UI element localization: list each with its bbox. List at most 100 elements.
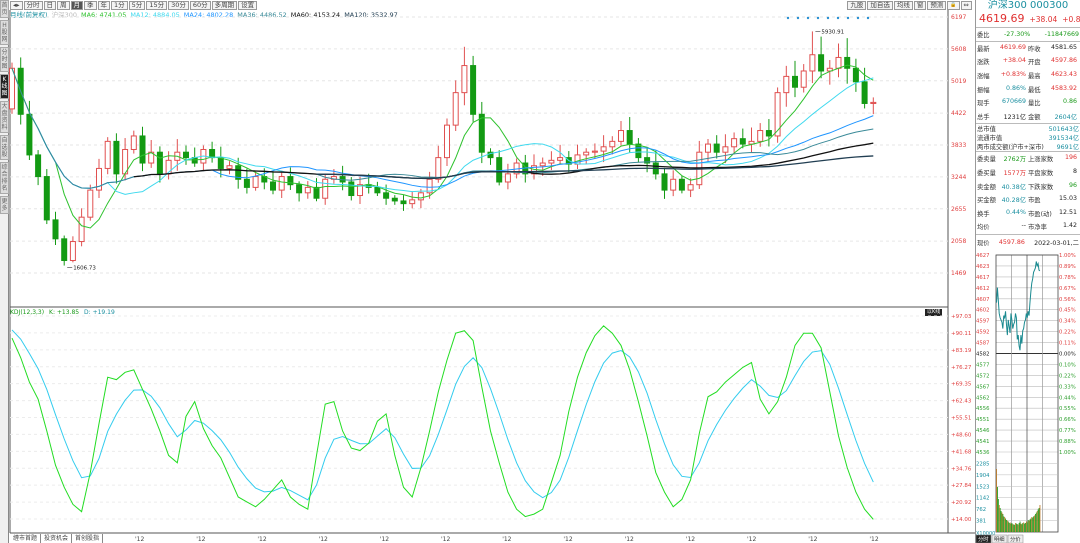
tab-bg[interactable] [975,534,992,543]
sidebar-item-7[interactable]: 更多 [0,196,9,214]
expand-icon[interactable]: ⇔ [960,1,972,10]
tab-bg[interactable] [1007,534,1024,543]
mini-pct-tick: 0.66% [1059,417,1076,423]
period-tab-6[interactable]: 1分 [111,1,128,10]
mini-pct-tick: 0.89% [1059,264,1076,270]
quote-value: 4583.92 [1050,84,1077,92]
kdj-tick-label: +62.43 [951,399,972,405]
candle [200,145,207,172]
intraday-tab-1[interactable]: 明细 [991,534,1008,543]
period-tab-11[interactable]: 多周期 [211,1,238,10]
mini-price-tick: 4597 [976,319,989,325]
quote-value: 2604亿 [1054,113,1077,121]
period-tab-4[interactable]: 季 [84,1,97,10]
quote-cell: 现手 670669 [977,98,1028,107]
kdj-tick-label: +41.68 [951,449,972,455]
bottom-tab-2[interactable]: 首创股指 [72,534,104,543]
period-tab-12[interactable]: 设置 [238,1,258,10]
quote-value: 196 [1064,154,1077,162]
kline-chart[interactable]: 6197 5608 5019 4422 3833 3244 2655 2058 1469 +97.… [0,0,975,543]
candle [87,184,94,221]
candle-body [583,151,590,156]
candle [765,119,772,147]
mini-price-tick: 4623 [976,264,989,270]
candle-body [226,165,233,169]
extreme-label: 1606.73 [73,266,96,272]
lock-icon[interactable]: 🔒 [947,1,960,10]
price-tick-label: 3244 [951,174,966,181]
kdj-tick-label: +69.35 [951,382,972,388]
quote-label: 平盘家数 [1028,170,1054,178]
sidebar-item-6[interactable]: 综合排名 [0,162,9,194]
bottom-tab-0[interactable]: 缠市首题 [10,534,42,543]
market-label: 总市值 [977,126,996,134]
quote-value: +0.83% [1000,71,1026,79]
intraday-tab-2[interactable]: 分价 [1007,534,1024,543]
period-tab-3[interactable]: 月 [70,1,84,10]
mini-price-tick: 4536 [976,450,990,456]
bottom-tab-1[interactable]: 投资机会 [41,534,73,543]
sidebar-item-0[interactable]: 首页 [0,0,9,18]
candle [139,126,146,172]
candle-body [452,92,459,126]
kdj-tick-label: +20.92 [951,500,971,506]
candle-body [217,157,224,169]
period-tab-1[interactable]: 日 [43,1,57,10]
kdj-tick-label: +83.19 [951,348,972,354]
candle [722,134,729,164]
period-tab-7[interactable]: 5分 [128,1,146,10]
intraday-tab-0[interactable]: 分时 [975,534,992,543]
volume-bar [1037,509,1039,532]
candle [661,167,668,199]
toolbar-right-button-1[interactable]: 加自选 [867,1,893,10]
candle-body [296,184,303,194]
candle-body [722,146,729,153]
candle-body [548,159,555,164]
tab-label[interactable]: 明细 [994,535,1005,543]
period-tab-9[interactable]: 30分 [168,1,189,10]
mini-pct-tick: 0.11% [1059,341,1076,347]
sidebar-item-3[interactable]: K线图 [0,74,9,99]
quote-row: 最新 4619.69 昨收 4581.65 [976,42,1080,56]
tab-label[interactable]: 分价 [1010,535,1021,543]
quote-label: 现手 [977,100,990,108]
quote-cell: 振幅 0.86% [977,85,1028,94]
candle-body [383,192,390,199]
kdj-tick-label: +34.76 [951,466,972,472]
period-tab-10[interactable]: 60分 [189,1,211,10]
sidebar-item-5[interactable]: 自选股 [0,135,9,160]
quote-value: 0.44% [1005,208,1026,216]
kdj-badge[interactable]: 以K线 [925,309,943,316]
quote-panel: 沪深300 000300 4619.69 +38.04 +0.83% 委比 -2… [975,0,1080,543]
period-tab-2[interactable]: 周 [57,1,70,10]
quote-value: 96 [1068,181,1077,189]
volume-bar [999,507,1001,532]
toolbar-right-button-2[interactable]: 均线 [893,1,913,10]
chart-symbol: 沪深300 [51,11,77,19]
signal-dot [866,16,870,20]
quote-value: 40.38亿 [1001,183,1026,191]
intraday-chart[interactable]: 4627 1.00% 4623 0.89% 4617 0.78% 4612 0.67% 4607… [975,250,1080,543]
tab-label[interactable]: 分时 [978,535,989,543]
tab-bg[interactable] [991,534,1008,543]
kdj-title: KDJ(12,3,3) [10,309,45,316]
signal-dot [856,16,860,20]
kdj-tick-label: +76.27 [951,365,972,371]
sidebar-item-4[interactable]: 大盘资料 [0,101,9,133]
candle [678,175,685,194]
volume-bar [1038,507,1040,532]
period-tab-5[interactable]: 年 [97,1,111,10]
toolbar-right-button-4[interactable]: 预测 [927,1,947,10]
candle-body [678,178,685,191]
toolbar-right-button-0[interactable]: 九股 [847,1,867,10]
quote-label: 涨幅 [977,73,990,81]
sidebar-item-1[interactable]: H股网 [0,20,9,45]
period-tab-8[interactable]: 15分 [146,1,168,10]
toolbar-right-button-3[interactable]: 窗 [913,1,927,10]
sidebar-item-2[interactable]: 分时图 [0,47,9,72]
candle [243,168,250,194]
back-arrow-icon[interactable]: ◂▸ [10,1,23,10]
candle-body [774,92,781,137]
period-tab-0[interactable]: 分时 [23,1,43,10]
weibi-label: 委比 [977,31,990,39]
